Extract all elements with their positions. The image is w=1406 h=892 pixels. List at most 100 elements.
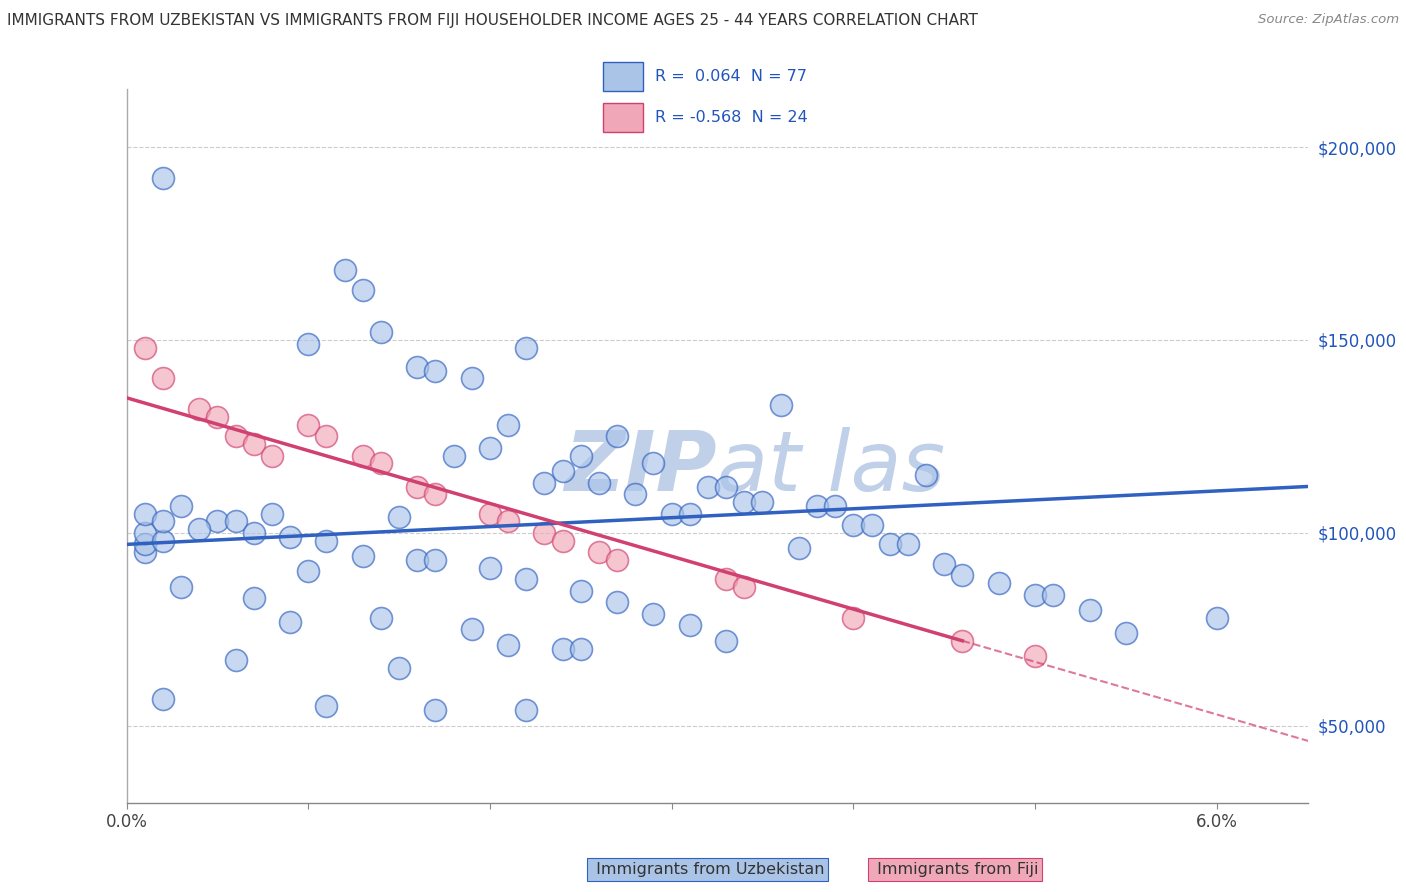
Point xyxy=(225,429,247,443)
Point xyxy=(697,479,720,493)
Point xyxy=(352,549,374,563)
Point xyxy=(1024,587,1046,601)
Point xyxy=(278,530,301,544)
Point xyxy=(278,615,301,629)
Point xyxy=(515,572,537,586)
Point xyxy=(297,336,319,351)
Point xyxy=(606,595,628,609)
Point xyxy=(152,533,174,548)
Point xyxy=(315,429,337,443)
Point xyxy=(188,522,211,536)
Point xyxy=(733,580,755,594)
Point xyxy=(934,557,956,571)
Text: R = -0.568  N = 24: R = -0.568 N = 24 xyxy=(655,111,808,125)
Point xyxy=(425,703,447,717)
Point xyxy=(533,475,555,490)
Point xyxy=(714,633,737,648)
Point xyxy=(207,410,229,425)
Point xyxy=(950,568,973,582)
Point xyxy=(425,364,447,378)
Point xyxy=(733,495,755,509)
Point xyxy=(643,607,665,621)
Point xyxy=(496,514,519,528)
Point xyxy=(624,487,647,501)
Point xyxy=(478,560,501,574)
Point xyxy=(879,537,901,551)
Text: IMMIGRANTS FROM UZBEKISTAN VS IMMIGRANTS FROM FIJI HOUSEHOLDER INCOME AGES 25 - : IMMIGRANTS FROM UZBEKISTAN VS IMMIGRANTS… xyxy=(7,13,979,29)
Point xyxy=(370,325,392,339)
Point xyxy=(1024,649,1046,664)
Point xyxy=(769,399,792,413)
Point xyxy=(824,499,846,513)
Point xyxy=(787,541,810,556)
Point xyxy=(551,641,574,656)
Point xyxy=(333,263,356,277)
Point xyxy=(297,565,319,579)
Text: at las: at las xyxy=(717,427,945,508)
Point xyxy=(478,507,501,521)
Point xyxy=(860,518,883,533)
Point xyxy=(515,341,537,355)
Point xyxy=(606,553,628,567)
Point xyxy=(225,514,247,528)
Point xyxy=(643,456,665,470)
Point xyxy=(588,475,610,490)
Point xyxy=(515,703,537,717)
Point xyxy=(170,499,193,513)
Point xyxy=(242,591,264,606)
Point xyxy=(496,638,519,652)
Point xyxy=(551,533,574,548)
Point xyxy=(152,514,174,528)
Point xyxy=(134,537,156,551)
Point xyxy=(1078,603,1101,617)
Bar xyxy=(603,103,643,132)
Point xyxy=(533,525,555,540)
Point xyxy=(588,545,610,559)
Point xyxy=(370,610,392,624)
Point xyxy=(260,449,283,463)
Point xyxy=(915,467,938,482)
Text: Immigrants from Uzbekistan: Immigrants from Uzbekistan xyxy=(591,863,824,877)
Point xyxy=(134,341,156,355)
Text: ZIP: ZIP xyxy=(564,427,717,508)
Point xyxy=(806,499,828,513)
Point xyxy=(569,641,592,656)
Point xyxy=(406,553,429,567)
Point xyxy=(551,464,574,478)
Point xyxy=(152,170,174,185)
Point xyxy=(134,507,156,521)
Point xyxy=(679,507,702,521)
Point xyxy=(1115,626,1137,640)
Point xyxy=(606,429,628,443)
Point xyxy=(461,371,484,385)
Point xyxy=(950,633,973,648)
Point xyxy=(496,417,519,432)
Point xyxy=(352,283,374,297)
Point xyxy=(225,653,247,667)
Point xyxy=(134,545,156,559)
Point xyxy=(987,576,1010,591)
Point xyxy=(260,507,283,521)
Point xyxy=(207,514,229,528)
Point xyxy=(242,437,264,451)
Point xyxy=(751,495,773,509)
Point xyxy=(842,518,865,533)
Text: Immigrants from Fiji: Immigrants from Fiji xyxy=(872,863,1038,877)
Point xyxy=(714,572,737,586)
Point xyxy=(152,691,174,706)
Point xyxy=(661,507,683,521)
Point xyxy=(897,537,920,551)
Point xyxy=(406,479,429,493)
Point xyxy=(370,456,392,470)
Point xyxy=(443,449,465,463)
Point xyxy=(315,533,337,548)
Point xyxy=(315,699,337,714)
Point xyxy=(1042,587,1064,601)
Point xyxy=(569,449,592,463)
Point xyxy=(714,479,737,493)
Point xyxy=(352,449,374,463)
Point xyxy=(406,359,429,374)
Text: R =  0.064  N = 77: R = 0.064 N = 77 xyxy=(655,70,807,84)
Point xyxy=(170,580,193,594)
Point xyxy=(297,417,319,432)
